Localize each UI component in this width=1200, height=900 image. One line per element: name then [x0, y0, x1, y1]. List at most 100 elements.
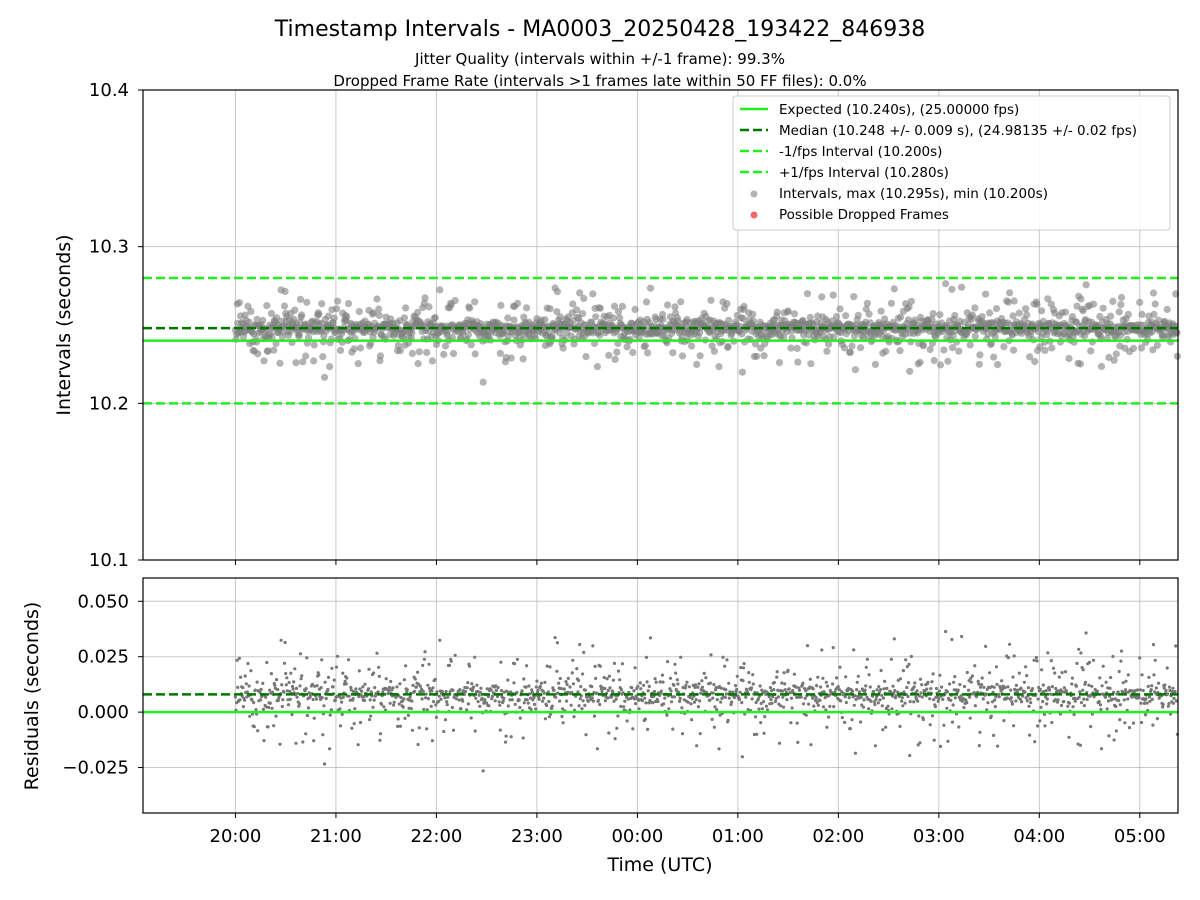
interval-point — [592, 313, 600, 321]
residual-point — [859, 695, 863, 699]
residual-point — [712, 725, 717, 729]
residual-point — [487, 704, 491, 708]
residual-point — [663, 696, 667, 700]
residual-point — [747, 671, 751, 675]
residual-point — [873, 702, 877, 707]
residual-point — [536, 688, 540, 693]
residual-point — [592, 714, 597, 718]
residual-point — [1091, 658, 1096, 662]
interval-point — [1036, 343, 1044, 351]
residual-point — [772, 688, 776, 692]
residual-point — [760, 707, 765, 711]
interval-point — [904, 316, 913, 324]
residual-point — [723, 664, 727, 668]
residual-point — [931, 672, 935, 676]
residual-point — [406, 713, 410, 718]
residual-point — [718, 713, 722, 717]
residual-point — [883, 679, 887, 684]
residual-point — [714, 686, 718, 690]
residual-point — [291, 687, 295, 691]
interval-point — [1047, 300, 1055, 308]
residual-point — [457, 698, 461, 702]
residual-point — [678, 699, 682, 704]
residual-point — [1141, 688, 1145, 693]
residual-point — [968, 716, 972, 720]
residual-point — [470, 682, 474, 686]
residual-point — [474, 696, 478, 700]
residual-point — [466, 681, 470, 685]
interval-point — [1099, 304, 1107, 312]
residual-point — [642, 683, 646, 687]
residual-point — [1099, 707, 1103, 712]
residual-point — [429, 704, 433, 709]
bottom-y-tick-label: 0.050 — [77, 591, 129, 612]
interval-point — [669, 349, 677, 357]
residual-point — [499, 689, 504, 693]
residual-point — [694, 698, 698, 702]
residual-point — [801, 702, 806, 706]
residual-point — [639, 687, 643, 691]
residual-point — [711, 696, 715, 700]
residual-point — [397, 702, 401, 706]
residual-point — [341, 671, 345, 675]
interval-point — [966, 341, 974, 349]
residual-point — [513, 702, 517, 707]
residual-point — [530, 690, 534, 694]
residual-point — [293, 667, 297, 671]
residual-point — [896, 690, 900, 694]
residual-point — [946, 739, 950, 743]
residual-point — [637, 707, 641, 711]
residual-point — [1082, 704, 1086, 708]
interval-point — [267, 309, 275, 317]
residual-point — [239, 675, 243, 679]
interval-point — [850, 293, 858, 301]
residual-point — [751, 673, 755, 677]
residual-point — [920, 695, 924, 699]
residual-point — [241, 686, 245, 690]
residual-point — [912, 685, 916, 689]
residual-point — [276, 698, 280, 703]
interval-point — [1136, 298, 1144, 306]
residual-point — [378, 738, 382, 742]
residual-point — [804, 689, 808, 693]
residual-point — [959, 694, 963, 698]
interval-point — [851, 366, 860, 374]
residual-point — [236, 685, 240, 690]
residual-point — [537, 697, 541, 702]
residual-point — [754, 700, 758, 705]
residual-point — [1077, 647, 1081, 651]
residual-point — [1124, 679, 1128, 683]
residual-point — [672, 683, 676, 687]
residual-point — [398, 682, 402, 686]
residual-point — [1020, 700, 1024, 704]
residual-point — [989, 714, 993, 718]
residual-point — [749, 686, 754, 690]
residual-point — [1110, 697, 1114, 702]
residual-point — [394, 695, 398, 700]
residual-point — [670, 695, 674, 699]
interval-point — [1006, 289, 1014, 297]
residual-point — [603, 699, 608, 703]
residual-point — [304, 687, 308, 691]
interval-point — [344, 300, 353, 308]
interval-point — [343, 313, 351, 321]
residual-point — [1146, 684, 1150, 689]
interval-point — [646, 284, 655, 292]
residual-point — [576, 690, 580, 694]
residual-point — [912, 700, 916, 704]
residual-point — [373, 686, 377, 690]
residual-point — [1118, 718, 1122, 722]
residual-point — [557, 681, 561, 685]
interval-point — [1115, 308, 1123, 316]
residual-point — [917, 714, 921, 718]
residual-point — [427, 662, 431, 666]
residual-point — [343, 679, 347, 684]
residual-point — [634, 702, 638, 706]
residual-point — [433, 677, 437, 681]
residual-point — [345, 676, 349, 680]
residual-point — [974, 695, 979, 699]
residual-point — [1024, 696, 1028, 700]
residual-point — [1085, 697, 1089, 702]
residual-point — [424, 696, 428, 700]
